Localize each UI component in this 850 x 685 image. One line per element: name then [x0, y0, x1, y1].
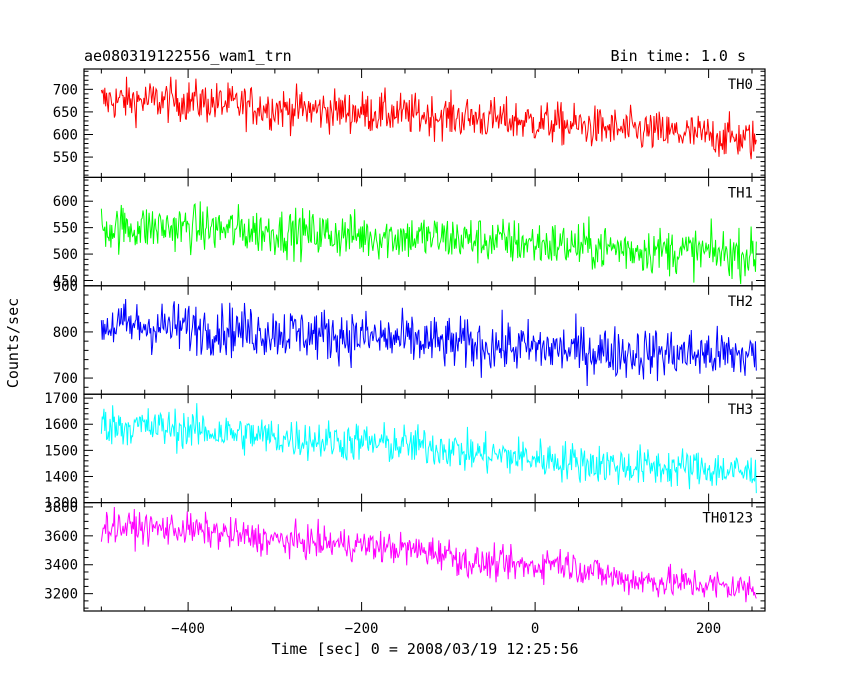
- y-tick-label: 550: [53, 150, 78, 166]
- y-tick-label: 1500: [44, 443, 78, 459]
- x-tick-label: −200: [345, 621, 379, 637]
- y-tick-label: 3200: [44, 587, 78, 603]
- x-axis-title: Time [sec] 0 = 2008/03/19 12:25:56: [271, 640, 578, 658]
- panel-label-th3: TH3: [728, 402, 753, 418]
- y-tick-label: 650: [53, 105, 78, 121]
- y-tick-label: 1600: [44, 417, 78, 433]
- y-tick-label: 1400: [44, 469, 78, 485]
- series-th0123: [100, 507, 757, 603]
- x-tick-label: −400: [171, 621, 205, 637]
- x-tick-label: 0: [531, 621, 539, 637]
- y-tick-label: 700: [53, 371, 78, 387]
- y-tick-label: 500: [53, 247, 78, 263]
- bin-time-label: Bin time: 1.0 s: [611, 47, 746, 65]
- panel-label-th0123: TH0123: [702, 511, 753, 527]
- panel-label-th1: TH1: [728, 185, 753, 201]
- panel-label-th0: TH0: [728, 77, 753, 93]
- series-th0: [100, 76, 757, 160]
- y-tick-label: 550: [53, 221, 78, 237]
- y-axis-title: Counts/sec: [4, 298, 22, 388]
- y-tick-label: 700: [53, 82, 78, 98]
- y-tick-label: 800: [53, 325, 78, 341]
- chart-title: ae080319122556_wam1_trn: [84, 47, 292, 65]
- panel-frame-th3: [83, 393, 766, 504]
- y-tick-label: 3800: [44, 500, 78, 516]
- panels-group: 550 600 650 700 TH0 450 500 550 600 TH1 700 800 900 T…: [44, 68, 766, 637]
- panel-frame-th0123: [83, 502, 766, 612]
- y-tick-label: 3600: [44, 529, 78, 545]
- y-tick-label: 900: [53, 279, 78, 295]
- series-th3: [100, 403, 757, 494]
- series-th1: [100, 201, 757, 285]
- y-tick-label: 1300: [44, 496, 78, 512]
- series-th2: [100, 299, 757, 386]
- y-tick-label: 600: [53, 127, 78, 143]
- y-tick-label: 600: [53, 194, 78, 210]
- y-tick-label: 1700: [44, 391, 78, 407]
- x-tick-label: 200: [696, 621, 721, 637]
- panel-label-th2: TH2: [728, 294, 753, 310]
- y-tick-label: 3400: [44, 558, 78, 574]
- y-tick-label: 450: [53, 274, 78, 290]
